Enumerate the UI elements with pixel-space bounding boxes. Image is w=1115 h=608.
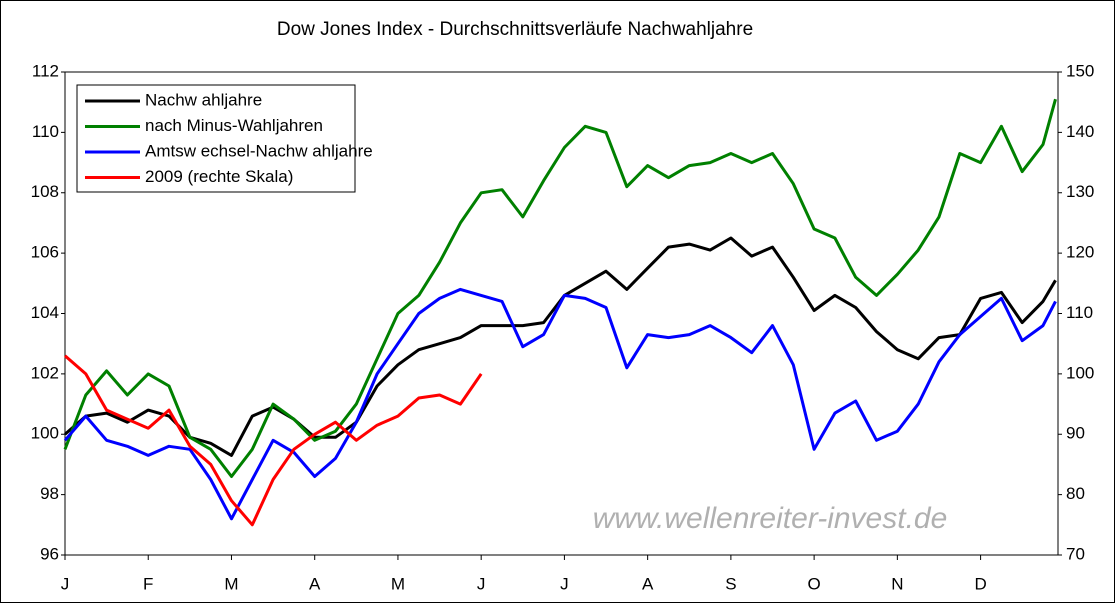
- y2-tick-label: 70: [1066, 544, 1085, 563]
- y2-tick-label: 130: [1066, 182, 1094, 201]
- y-tick-label: 102: [31, 363, 59, 382]
- y-tick-label: 112: [32, 61, 59, 80]
- y2-tick-label: 90: [1066, 424, 1085, 443]
- y-tick-label: 106: [31, 243, 59, 262]
- y-tick-label: 110: [32, 122, 59, 141]
- y2-tick-label: 120: [1066, 243, 1094, 262]
- x-tick-label: F: [143, 574, 153, 593]
- legend-label: nach Minus-Wahljahren: [145, 116, 323, 135]
- x-tick-label: N: [891, 574, 903, 593]
- x-tick-label: J: [61, 574, 70, 593]
- x-tick-label: D: [974, 574, 986, 593]
- y2-tick-label: 100: [1066, 363, 1094, 382]
- series-line: [63, 98, 1057, 478]
- x-tick-label: A: [309, 574, 321, 593]
- x-tick-label: J: [560, 574, 569, 593]
- legend-label: 2009 (rechte Skala): [145, 167, 293, 186]
- x-tick-label: A: [642, 574, 654, 593]
- x-tick-label: S: [725, 574, 736, 593]
- series-line: [64, 354, 483, 527]
- y2-tick-label: 150: [1066, 61, 1094, 80]
- legend: [76, 84, 356, 193]
- watermark: www.wellenreiter-invest.de: [593, 502, 948, 535]
- y-tick-label: 100: [31, 424, 59, 443]
- y2-tick-label: 110: [1066, 303, 1093, 322]
- y2-tick-label: 140: [1066, 122, 1094, 141]
- series-line: [63, 287, 1057, 521]
- y2-tick-label: 80: [1066, 484, 1085, 503]
- x-tick-label: O: [808, 574, 821, 593]
- y-tick-label: 98: [40, 484, 59, 503]
- legend-label: Nachw ahljahre: [145, 90, 262, 109]
- x-tick-label: J: [477, 574, 486, 593]
- x-tick-label: M: [391, 574, 405, 593]
- y-tick-label: 96: [40, 544, 59, 563]
- y-tick-label: 104: [31, 303, 59, 322]
- legend-label: Amtsw echsel-Nachw ahljahre: [145, 141, 373, 160]
- x-tick-label: M: [224, 574, 238, 593]
- y-tick-label: 108: [31, 182, 59, 201]
- chart-title: Dow Jones Index - Durchschnittsverläufe …: [277, 19, 753, 40]
